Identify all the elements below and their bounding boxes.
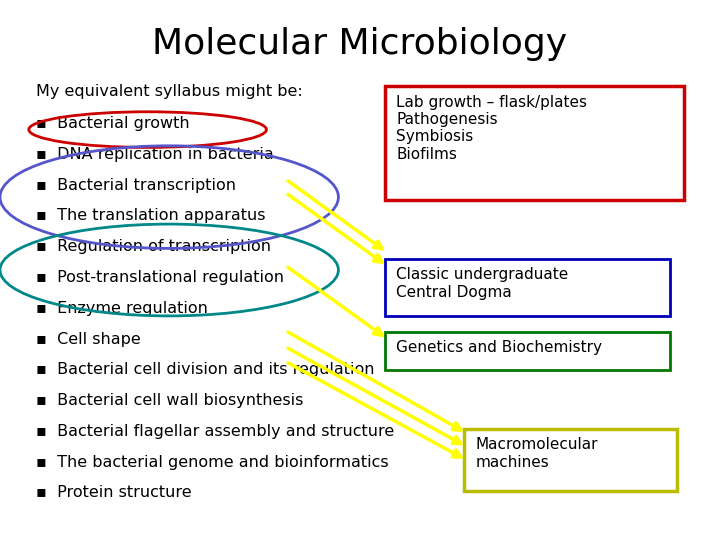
Text: ▪  DNA replication in bacteria: ▪ DNA replication in bacteria (36, 147, 274, 162)
Bar (385, 259, 670, 316)
Text: ▪  The bacterial genome and bioinformatics: ▪ The bacterial genome and bioinformatic… (36, 455, 389, 470)
Text: Classic undergraduate
Central Dogma: Classic undergraduate Central Dogma (396, 267, 568, 300)
Bar (464, 429, 677, 491)
Text: ▪  Post-translational regulation: ▪ Post-translational regulation (36, 270, 284, 285)
Text: ▪  Bacterial cell division and its regulation: ▪ Bacterial cell division and its regula… (36, 362, 374, 377)
Text: ▪  Bacterial transcription: ▪ Bacterial transcription (36, 178, 236, 193)
Text: ▪  Protein structure: ▪ Protein structure (36, 485, 192, 501)
Text: ▪  Bacterial cell wall biosynthesis: ▪ Bacterial cell wall biosynthesis (36, 393, 303, 408)
Bar (385, 86, 684, 200)
Text: Macromolecular
machines: Macromolecular machines (475, 437, 598, 470)
Text: ▪  Bacterial flagellar assembly and structure: ▪ Bacterial flagellar assembly and struc… (36, 424, 395, 439)
Text: ▪  The translation apparatus: ▪ The translation apparatus (36, 208, 266, 224)
Text: ▪  Bacterial growth: ▪ Bacterial growth (36, 116, 189, 131)
Text: Lab growth – flask/plates
Pathogenesis
Symbiosis
Biofilms: Lab growth – flask/plates Pathogenesis S… (396, 94, 587, 161)
Text: ▪  Regulation of transcription: ▪ Regulation of transcription (36, 239, 271, 254)
Text: ▪  Enzyme regulation: ▪ Enzyme regulation (36, 301, 208, 316)
Text: Genetics and Biochemistry: Genetics and Biochemistry (396, 340, 602, 355)
Text: ▪  Cell shape: ▪ Cell shape (36, 332, 140, 347)
Bar (385, 332, 670, 370)
Text: Molecular Microbiology: Molecular Microbiology (153, 27, 567, 61)
Text: My equivalent syllabus might be:: My equivalent syllabus might be: (36, 84, 302, 99)
